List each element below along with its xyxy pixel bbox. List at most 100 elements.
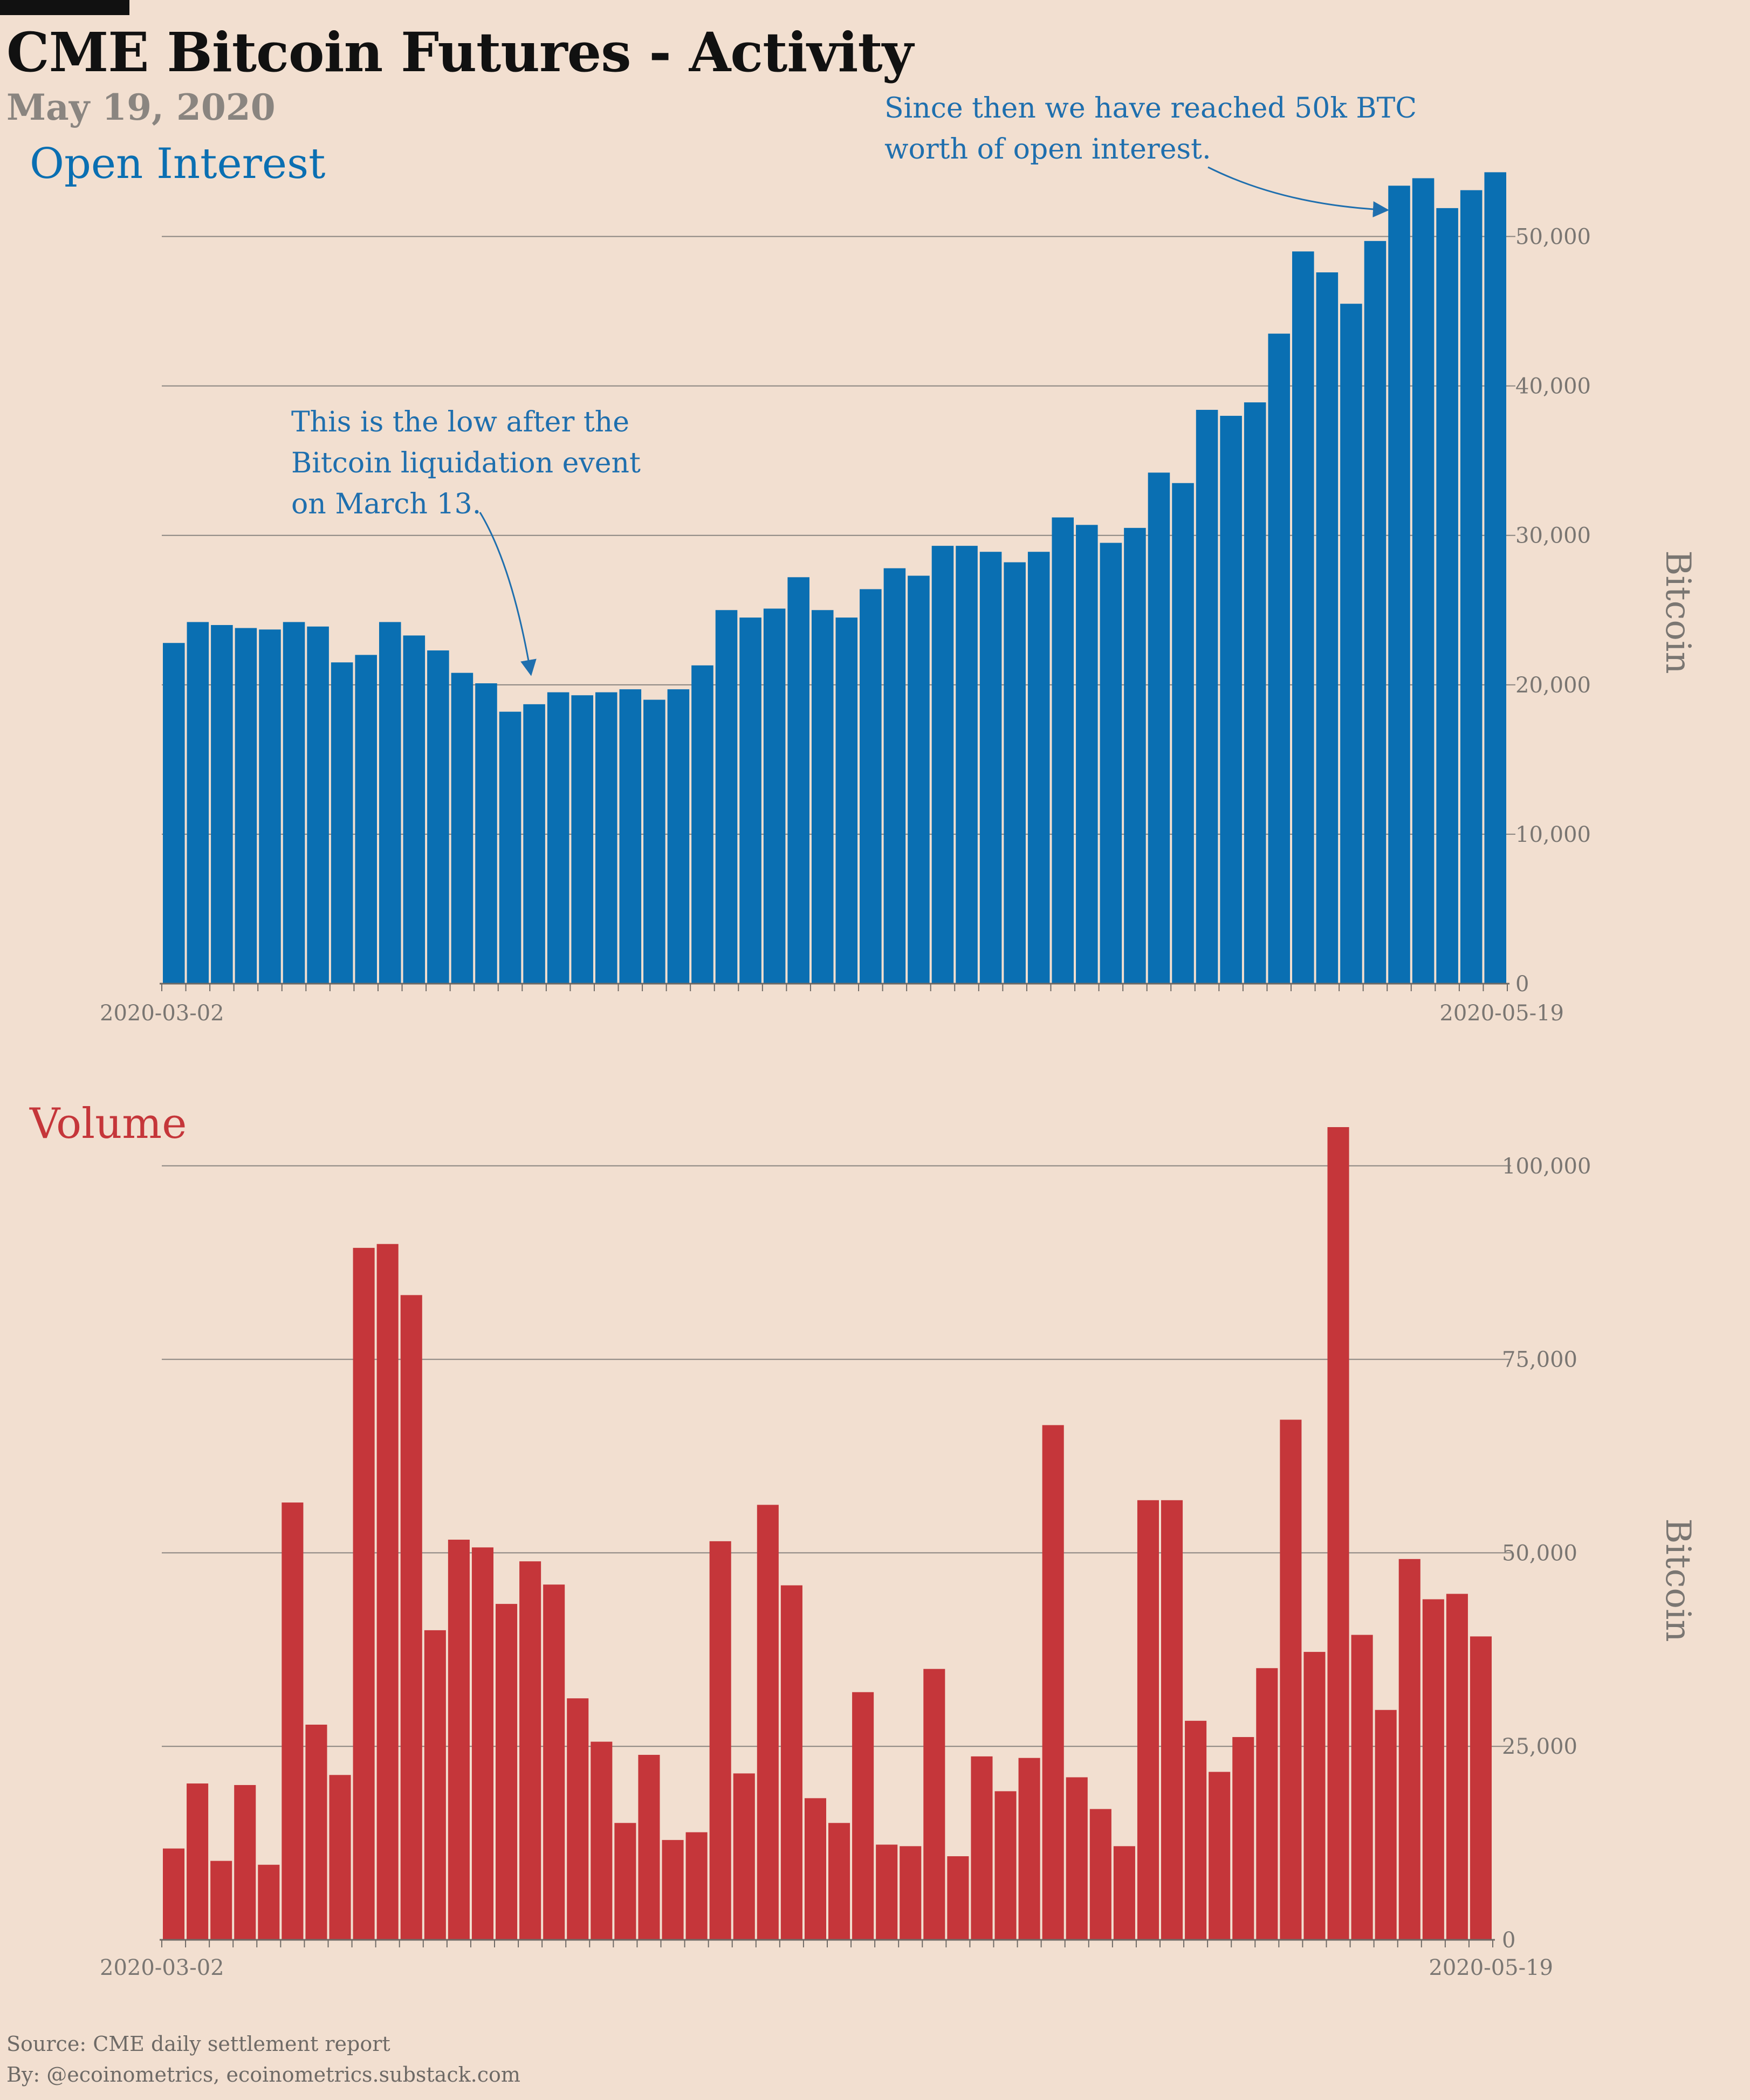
- open-interest-bar: [1412, 178, 1435, 984]
- volume-bar: [258, 1864, 280, 1940]
- volume-bar: [947, 1856, 969, 1940]
- volume-bar: [1232, 1737, 1254, 1940]
- volume-bar: [1089, 1809, 1111, 1940]
- volume-bar: [1470, 1636, 1492, 1940]
- volume-bar: [804, 1798, 826, 1940]
- volume-bar: [876, 1844, 898, 1940]
- volume-bar: [1185, 1720, 1207, 1940]
- open-interest-bar: [811, 610, 834, 984]
- source-note: Source: CME daily settlement report: [6, 2032, 390, 2056]
- open-interest-bar: [643, 699, 665, 984]
- open-interest-bar: [499, 711, 521, 984]
- open-interest-bar: [451, 672, 473, 984]
- volume-bar: [1375, 1710, 1397, 1940]
- volume-bar: [329, 1775, 351, 1940]
- annotation-50k-line: Since then we have reached 50k BTC: [884, 92, 1417, 125]
- open-interest-bar: [691, 665, 713, 984]
- open-interest-bar: [355, 655, 377, 984]
- open-interest-x-start-label: 2020-03-02: [100, 1001, 224, 1026]
- open-interest-bar: [763, 608, 786, 984]
- annotation-low-arrow: [479, 512, 537, 676]
- volume-x-start-label: 2020-03-02: [100, 1955, 224, 1980]
- volume-bar: [1303, 1652, 1326, 1940]
- byline: By: @ecoinometrics, ecoinometrics.substa…: [6, 2063, 520, 2087]
- open-interest-bar: [1148, 472, 1170, 984]
- volume-bar: [282, 1502, 304, 1940]
- open-interest-bar: [475, 683, 497, 984]
- volume-bar: [1042, 1425, 1064, 1940]
- open-interest-bar: [523, 704, 545, 984]
- volume-bar: [662, 1840, 684, 1940]
- volume-bar: [828, 1823, 850, 1940]
- volume-bar: [1066, 1777, 1088, 1940]
- open-interest-bar: [619, 689, 642, 984]
- annotation-low-line: on March 13.: [291, 488, 481, 520]
- open-interest-bar: [1220, 416, 1242, 984]
- volume-bar: [424, 1630, 446, 1940]
- volume-panel-title: Volume: [29, 1100, 187, 1148]
- open-interest-bar: [1124, 527, 1146, 984]
- volume-bar: [709, 1541, 731, 1940]
- volume-bar: [994, 1791, 1017, 1940]
- open-interest-panel-title: Open Interest: [30, 140, 325, 188]
- volume-bar: [1161, 1500, 1183, 1940]
- volume-bar: [1446, 1594, 1468, 1940]
- volume-ytick-label: 75,000: [1502, 1348, 1577, 1372]
- volume-bar: [305, 1725, 327, 1940]
- volume-bar: [638, 1754, 660, 1940]
- volume-ytick-label: 50,000: [1502, 1541, 1577, 1566]
- open-interest-bar: [908, 575, 930, 984]
- open-interest-bar: [860, 589, 882, 984]
- open-interest-bar: [547, 692, 569, 984]
- open-interest-bar: [1244, 402, 1266, 984]
- open-interest-ytick-label: 50,000: [1515, 225, 1591, 250]
- open-interest-bar: [1052, 517, 1074, 984]
- volume-bar: [923, 1669, 945, 1940]
- page-date: May 19, 2020: [6, 86, 276, 128]
- volume-bar: [1327, 1127, 1349, 1940]
- open-interest-bar: [1076, 525, 1098, 984]
- volume-bar: [234, 1785, 256, 1940]
- open-interest-y-axis-title: Bitcoin: [1658, 550, 1698, 674]
- open-interest-bar: [1364, 241, 1387, 984]
- open-interest-bar: [883, 568, 906, 984]
- volume-ytick-label: 25,000: [1502, 1734, 1577, 1759]
- volume-x-end-label: 2020-05-19: [1429, 1955, 1553, 1980]
- volume-bar: [1209, 1772, 1231, 1940]
- open-interest-bar: [331, 662, 353, 984]
- volume-bar: [1113, 1846, 1135, 1940]
- volume-bar: [496, 1604, 518, 1940]
- volume-bar: [614, 1823, 636, 1940]
- volume-bar: [757, 1505, 779, 1940]
- volume-bar: [353, 1247, 375, 1940]
- open-interest-bar: [956, 546, 978, 984]
- volume-bar: [1280, 1419, 1302, 1940]
- volume-bar: [163, 1848, 185, 1940]
- open-interest-bar: [1100, 543, 1122, 984]
- open-interest-bar: [1316, 272, 1339, 984]
- volume-ytick-label: 0: [1502, 1928, 1515, 1953]
- volume-bar: [1256, 1668, 1278, 1940]
- open-interest-bar: [1172, 483, 1194, 984]
- volume-bar: [543, 1584, 565, 1940]
- volume-bar: [852, 1692, 874, 1940]
- open-interest-bar: [1484, 172, 1506, 984]
- open-interest-bar: [1340, 304, 1362, 984]
- volume-bar: [210, 1861, 232, 1940]
- open-interest-bar: [571, 695, 593, 984]
- volume-bar: [448, 1539, 470, 1940]
- volume-bar: [1398, 1559, 1420, 1940]
- volume-bar: [591, 1741, 613, 1940]
- volume-bar: [900, 1846, 922, 1940]
- open-interest-bar: [667, 689, 690, 984]
- open-interest-bar: [379, 622, 401, 984]
- volume-bar: [1137, 1500, 1159, 1940]
- volume-y-axis-title: Bitcoin: [1658, 1518, 1698, 1642]
- open-interest-ytick-label: 40,000: [1515, 374, 1591, 399]
- open-interest-bar: [595, 692, 617, 984]
- open-interest-bar: [163, 643, 185, 984]
- open-interest-bar: [211, 624, 233, 984]
- page-title: CME Bitcoin Futures - Activity: [6, 20, 914, 84]
- open-interest-bar: [1004, 562, 1026, 984]
